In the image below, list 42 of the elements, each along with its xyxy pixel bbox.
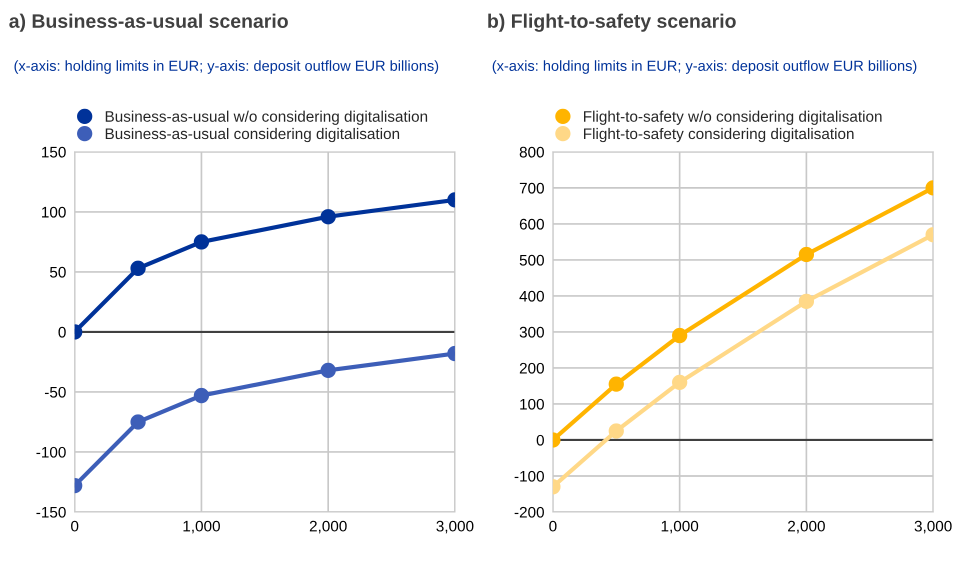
y-tick-label: 300 <box>520 326 544 338</box>
point <box>672 374 688 390</box>
x-tick-label: 1,000 <box>662 520 698 534</box>
y-tick-label: 800 <box>520 146 544 158</box>
chart-title: a) Business-as-usual scenario <box>9 14 288 32</box>
x-tick-label: 1,000 <box>183 520 220 534</box>
legend-label: Business-as-usual w/o considering digitalisation <box>106 110 428 125</box>
y-tick-label: 0 <box>536 434 544 446</box>
y-tick-label: -50 <box>44 386 66 398</box>
chart-title: b) Flight-to-safety scenario <box>488 14 736 32</box>
legend-label: Business-as-usual considering digitalisation <box>106 128 400 142</box>
point <box>194 388 210 404</box>
point <box>608 423 624 439</box>
y-tick-label: -100 <box>514 470 544 482</box>
y-tick-label: 0 <box>58 326 66 338</box>
point <box>194 234 210 250</box>
point <box>608 376 624 392</box>
point <box>130 414 146 430</box>
x-tick-label: 3,000 <box>436 520 474 534</box>
y-tick-label: 400 <box>519 290 544 302</box>
point <box>672 328 688 344</box>
y-tick-label: 500 <box>520 254 544 266</box>
y-tick-label: -100 <box>36 446 66 458</box>
legend-label: Flight-to-safety considering digitalisation <box>584 128 854 142</box>
y-tick-label: 700 <box>520 182 544 194</box>
point <box>130 260 146 276</box>
y-tick-label: 200 <box>520 362 544 374</box>
legend-label: Flight-to-safety w/o considering digitalisation <box>584 110 882 125</box>
y-tick-label: -200 <box>514 506 544 518</box>
x-tick-label: 0 <box>71 520 78 532</box>
y-tick-label: 600 <box>520 218 544 230</box>
x-tick-label: 2,000 <box>310 520 347 534</box>
y-tick-label: 50 <box>50 266 66 278</box>
x-tick-label: 2,000 <box>788 520 825 534</box>
y-tick-label: -150 <box>36 506 66 518</box>
y-tick-label: 100 <box>42 206 66 218</box>
y-tick-label: 100 <box>520 398 544 410</box>
chart-subtitle: (x-axis: holding limits in EUR; y-axis: deposit outflow EUR billions) <box>492 60 916 74</box>
x-tick-label: 0 <box>549 520 557 532</box>
y-tick-label: 150 <box>42 146 66 158</box>
x-tick-label: 3,000 <box>914 520 952 534</box>
chart-subtitle: (x-axis: holding limits in EUR; y-axis: deposit outflow EUR billions) <box>14 60 438 74</box>
